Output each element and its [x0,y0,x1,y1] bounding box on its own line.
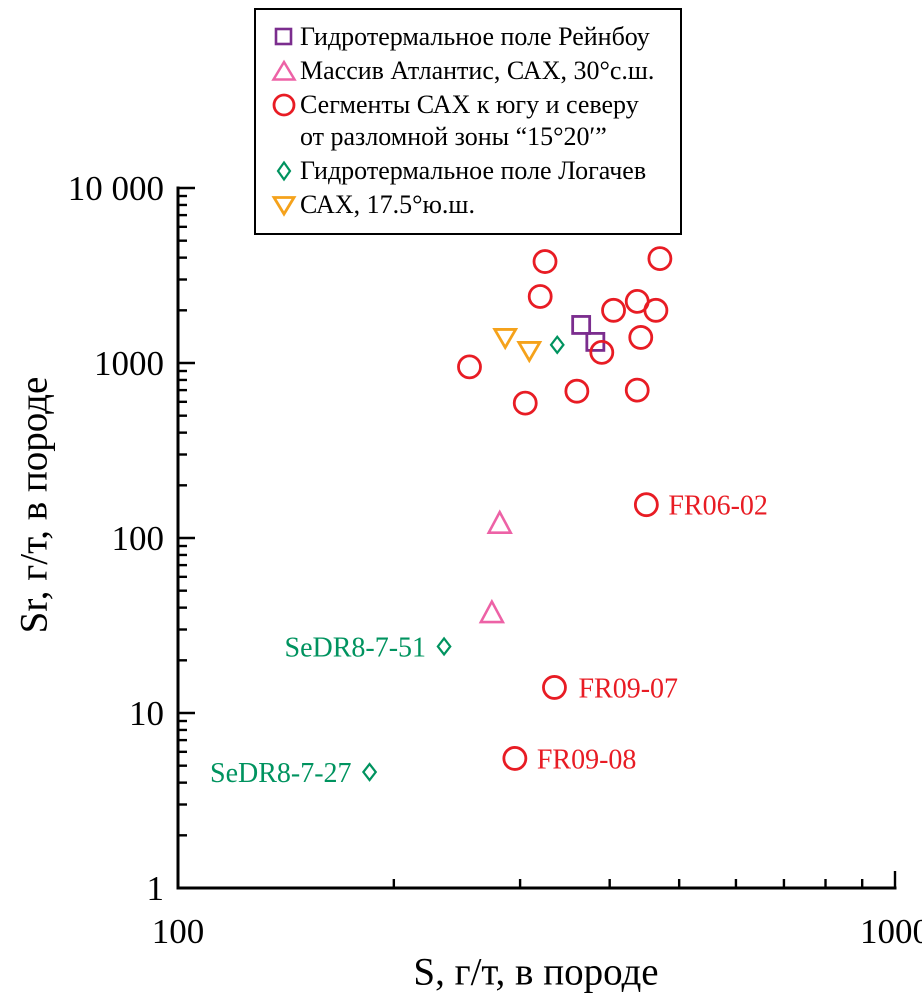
point-label: SeDR8-7-27 [210,758,352,789]
series-triangle-up [478,509,513,624]
y-tick-label: 10 000 [68,169,164,208]
series-square [571,315,606,352]
triangle-up-marker-icon [268,58,300,84]
y-tick-label: 1000 [94,344,164,383]
point-label: FR09-08 [537,744,637,775]
axis-ticks [176,186,897,890]
diamond-marker-icon [268,158,300,184]
point-labels: FR06-02 FR09-07 FR09-08 SeDR8-7-51 SeDR8-7-2… [210,491,768,789]
legend-label: Гидротермальное поле Логачев [300,155,647,185]
y-axis-title: Sr, г/т, в породе [12,376,56,634]
series-triangle-down [492,328,543,364]
tick-labels: 100 1000 1 10 100 1000 10 000 [68,169,922,951]
legend-item-rainbow: Гидротермальное поле Рейнбоу [268,21,670,52]
x-tick-label: 100 [152,912,205,951]
point-label: FR09-07 [578,673,678,704]
y-tick-label: 1 [147,869,165,908]
legend-label-line2: от разломной зоны “15°20′” [300,121,607,151]
x-tick-label: 1000 [860,912,922,951]
legend-label: Массив Атлантис, САХ, 30°с.ш. [300,56,655,86]
square-marker-icon [268,24,300,50]
series-diamond [361,335,565,782]
y-tick-label: 10 [129,694,164,733]
legend-item-sah175: САХ, 17.5°ю.ш. [268,189,670,220]
legend-label: Гидротермальное поле Рейнбоу [300,22,650,51]
point-label: FR06-02 [668,491,768,522]
legend-item-segments: Сегменты САХ к югу и северу от разломной… [268,89,670,151]
legend-label: САХ, 17.5°ю.ш. [300,189,475,219]
legend-item-atlantis: Массив Атлантис, САХ, 30°с.ш. [268,55,670,86]
legend-label-line1: Сегменты САХ к югу и северу [300,90,639,120]
triangle-down-marker-icon [268,192,300,218]
point-label: SeDR8-7-51 [285,632,427,663]
y-tick-label: 100 [112,519,165,558]
legend-item-logatchev: Гидротермальное поле Логачев [268,155,670,186]
legend-label: Сегменты САХ к югу и северу от разломной… [300,89,639,151]
circle-marker-icon [268,92,300,118]
series-circle [457,246,673,771]
x-axis-title: S, г/т, в породе [413,950,659,994]
legend: Гидротермальное поле Рейнбоу Массив Атла… [254,8,682,236]
